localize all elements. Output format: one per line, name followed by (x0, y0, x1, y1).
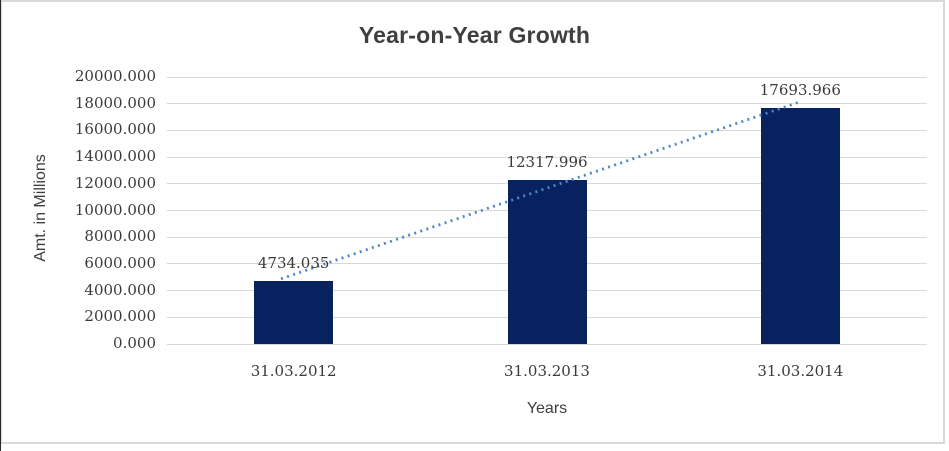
y-tick-label: 2000.000 (84, 307, 156, 326)
y-tick-label: 6000.000 (84, 253, 156, 272)
x-tick-label: 31.03.2012 (250, 362, 337, 380)
bar (507, 179, 587, 344)
bar-data-label: 4734.035 (257, 253, 330, 272)
gridline (167, 343, 927, 345)
y-axis-title: Amt. in Millions (32, 154, 49, 262)
y-tick-label: 0.000 (113, 334, 156, 352)
x-axis-title: Years (526, 400, 568, 417)
y-tick-label: 14000.000 (74, 147, 156, 166)
y-tick-label: 12000.000 (74, 173, 156, 192)
y-tick-label: 10000.000 (74, 200, 156, 219)
screenshot-left-border (0, 0, 1, 451)
bar (760, 107, 840, 344)
gridline (167, 76, 927, 78)
y-tick-label: 20000.000 (74, 67, 156, 85)
y-tick-label: 18000.000 (74, 93, 156, 112)
y-tick-label: 8000.000 (84, 227, 156, 246)
y-tick-label: 16000.000 (74, 120, 156, 139)
bar (254, 280, 334, 344)
bar-data-label: 12317.996 (506, 152, 588, 171)
bar-data-label: 17693.966 (759, 80, 841, 99)
gridline (167, 103, 927, 105)
x-tick-label: 31.03.2013 (504, 362, 590, 380)
x-tick-label: 31.03.2014 (757, 362, 844, 380)
y-tick-label: 4000.000 (84, 280, 156, 299)
chart-title: Year-on-Year Growth (358, 22, 591, 48)
